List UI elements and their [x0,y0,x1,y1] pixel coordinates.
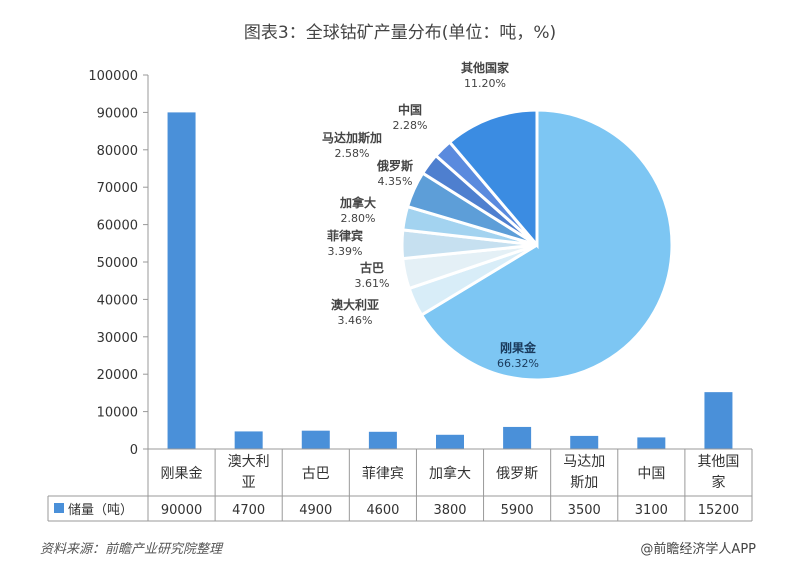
table-value: 3500 [568,503,601,518]
y-tick-label: 50000 [97,256,138,271]
bar-中国 [637,437,666,449]
y-tick-label: 80000 [97,144,138,159]
pie-slice-其他国家 [447,108,539,250]
table-value: 5900 [501,503,534,518]
pie-pct: 4.35% [378,175,413,188]
category-label: 家 [711,474,725,491]
category-label: 马达加 [563,454,605,470]
y-tick-label: 10000 [97,406,138,421]
bar-俄罗斯 [503,426,532,449]
pie-label: 澳大利亚 [331,297,379,312]
category-label: 澳大利 [228,454,270,470]
pie-pct: 2.28% [393,119,428,132]
category-label: 刚果金 [161,466,203,482]
chart-title: 图表3：全球钴矿产量分布(单位：吨，%) [243,23,557,43]
pie-label: 古巴 [360,260,384,275]
category-label: 其他国 [697,454,739,470]
category-label: 菲律宾 [362,466,404,482]
pie-pct: 3.46% [338,314,373,327]
y-tick-label: 60000 [97,219,138,234]
y-tick-label: 30000 [97,331,138,346]
table-value: 4700 [232,503,265,518]
legend-label: 储量（吨） [68,503,133,518]
pie-pct: 2.58% [335,147,370,160]
y-tick-label: 0 [130,443,138,458]
pie-label: 马达加斯加 [322,130,382,145]
bar-加拿大 [436,434,464,449]
pie-pct: 3.39% [328,245,363,258]
bar-古巴 [301,430,330,449]
table-value: 4900 [299,503,332,518]
category-label: 斯加 [570,475,598,491]
bar-刚果金 [167,112,196,450]
legend-swatch [54,503,64,513]
category-label: 古巴 [302,466,330,482]
table-value: 3800 [433,503,466,518]
category-label: 俄罗斯 [496,466,538,482]
pie-pct: 66.32% [497,357,539,370]
bar-马达加斯加 [570,435,599,449]
bar-其他国家 [704,392,733,449]
category-label: 加拿大 [429,465,471,482]
table-value: 4600 [366,503,399,518]
y-tick-label: 40000 [97,293,138,308]
pie-pct: 3.61% [355,277,390,290]
source-note: 资料来源：前瞻产业研究院整理 [40,542,223,557]
table-value: 90000 [161,503,202,518]
pie-pct: 2.80% [341,212,376,225]
y-tick-label: 20000 [97,368,138,383]
pie-pct: 11.20% [464,77,506,90]
y-tick-label: 90000 [97,106,138,121]
category-label: 中国 [637,466,665,482]
bar-澳大利亚 [234,431,263,449]
pie-label: 中国 [398,102,422,117]
y-tick-label: 100000 [88,69,138,84]
category-label: 亚 [242,475,256,491]
bar-菲律宾 [368,431,397,449]
pie-label: 刚果金 [500,340,537,355]
credit-note: @前瞻经济学人APP [640,542,756,557]
table-value: 3100 [635,503,668,518]
y-tick-label: 70000 [97,181,138,196]
pie-label: 俄罗斯 [376,158,413,173]
pie-slice-刚果金 [419,108,674,382]
table-value: 15200 [698,503,739,518]
pie-label: 其他国家 [461,60,510,75]
pie-label: 加拿大 [339,195,376,210]
pie-label: 菲律宾 [327,228,363,243]
